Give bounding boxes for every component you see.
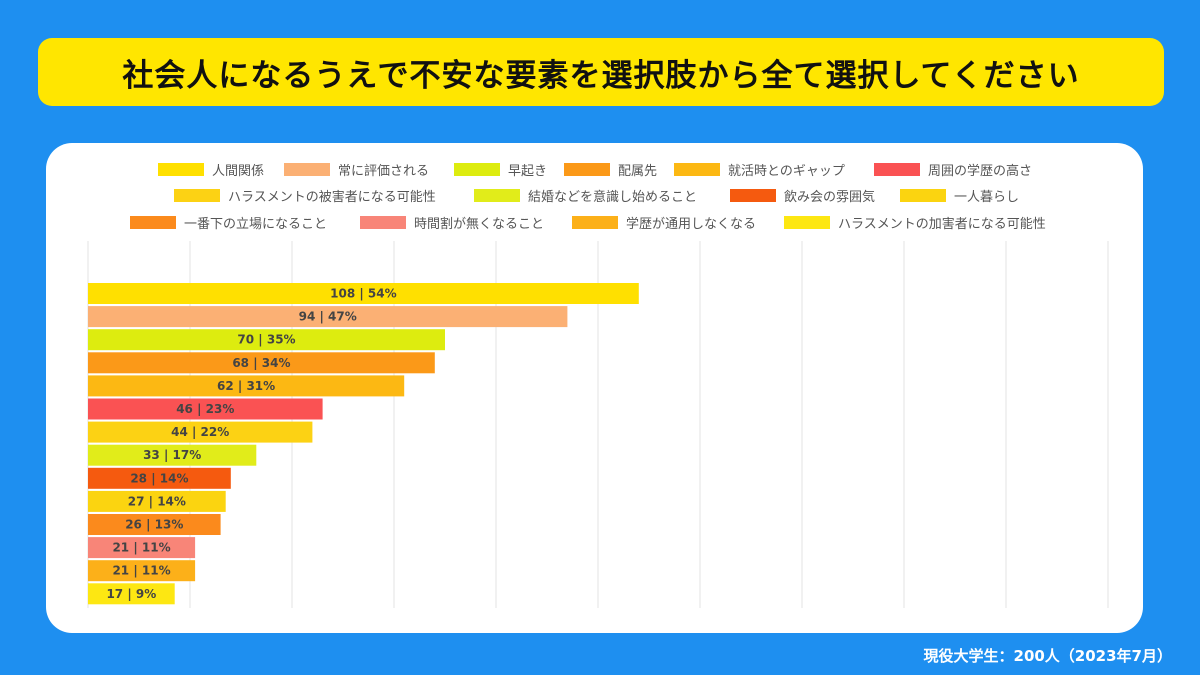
legend-label-1: 常に評価される (338, 163, 430, 179)
bar-label-11: 21 | 11% (112, 541, 170, 555)
bar-label-7: 33 | 17% (143, 448, 201, 462)
bar-label-12: 21 | 11% (112, 564, 170, 578)
legend-label-13: ハラスメントの加害者になる可能性 (838, 216, 1046, 232)
legend-swatch-4 (674, 162, 720, 176)
bar-9 (88, 490, 226, 512)
legend-swatch-3 (564, 162, 610, 176)
bar-label-8: 28 | 14% (130, 471, 188, 485)
legend-label-5: 周囲の学歴の高さ (928, 163, 1033, 179)
bar-11 (88, 537, 196, 559)
bar-3 (88, 352, 435, 374)
legend-item-10: 一番下の立場になること (130, 213, 328, 232)
legend-label-11: 時間割が無くなること (414, 216, 545, 232)
legend-swatch-11 (360, 215, 406, 229)
bar-label-2: 70 | 35% (237, 333, 295, 347)
legend-label-3: 配属先 (618, 163, 658, 179)
bar-8 (88, 467, 231, 489)
legend-swatch-12 (572, 215, 618, 229)
bar-label-1: 94 | 47% (299, 310, 357, 324)
bar-7 (88, 444, 257, 466)
chart-title: 社会人になるうえで不安な要素を選択肢から全て選択してください (122, 57, 1080, 94)
legend-swatch-8 (730, 188, 776, 202)
bar-10 (88, 514, 221, 535)
bar-12 (88, 560, 196, 582)
bar-label-0: 108 | 54% (330, 287, 397, 301)
bar-plot: 108 | 54% 94 | 47% 70 | 35% 68 | 34% 62 | 31… (87, 241, 1109, 608)
legend-item-0: 人間関係 (158, 160, 265, 179)
bar-label-3: 68 | 34% (232, 356, 290, 370)
sample-note: 現役大学生：200人（2023年7月） (923, 647, 1173, 665)
bar-13 (88, 583, 175, 605)
bar-label-9: 27 | 14% (128, 494, 186, 508)
bar-0 (88, 283, 639, 304)
legend-swatch-9 (900, 188, 946, 202)
bar-label-4: 62 | 31% (217, 379, 275, 393)
legend-label-6: ハラスメントの被害者になる可能性 (228, 189, 436, 205)
legend-swatch-13 (784, 215, 830, 229)
legend-label-10: 一番下の立場になること (184, 216, 328, 232)
legend-label-0: 人間関係 (212, 163, 265, 179)
legend-label-2: 早起き (508, 163, 548, 179)
legend-swatch-0 (158, 162, 204, 176)
legend-item-6: ハラスメントの被害者になる可能性 (174, 186, 436, 205)
bar-1 (88, 306, 568, 328)
legend-swatch-7 (474, 188, 520, 202)
legend-swatch-1 (284, 162, 330, 176)
legend-row-2: ハラスメントの被害者になる可能性 結婚などを意識し始めること 飲み会の雰囲気 一… (46, 186, 1143, 205)
legend-swatch-2 (454, 162, 500, 176)
legend-item-1: 常に評価される (284, 160, 430, 179)
legend-row-3: 一番下の立場になること 時間割が無くなること 学歴が通用しなくなる ハラスメント… (46, 213, 1143, 232)
legend-item-2: 早起き (454, 160, 548, 179)
legend-item-8: 飲み会の雰囲気 (730, 186, 876, 205)
bar-6 (88, 421, 313, 443)
legend-swatch-5 (874, 162, 920, 176)
legend-swatch-10 (130, 215, 176, 229)
bar-label-6: 44 | 22% (171, 425, 229, 439)
bar-label-13: 17 | 9% (106, 587, 156, 601)
legend-label-8: 飲み会の雰囲気 (784, 189, 876, 205)
legend-row-1: 人間関係 常に評価される 早起き 配属先 就活時とのギャップ 周囲の学歴の高さ (46, 160, 1143, 179)
legend-item-12: 学歴が通用しなくなる (572, 213, 757, 232)
legend-label-9: 一人暮らし (954, 189, 1020, 205)
title-banner: 社会人になるうえで不安な要素を選択肢から全て選択してください (38, 38, 1164, 106)
bar-label-5: 46 | 23% (176, 402, 234, 416)
bar-2 (88, 329, 445, 351)
chart-card: 人間関係 常に評価される 早起き 配属先 就活時とのギャップ 周囲の学歴の高さ … (46, 143, 1143, 633)
legend-label-12: 学歴が通用しなくなる (626, 216, 757, 232)
legend-item-13: ハラスメントの加害者になる可能性 (784, 213, 1046, 232)
legend-item-3: 配属先 (564, 160, 658, 179)
legend-swatch-6 (174, 188, 220, 202)
bar-4 (88, 375, 405, 397)
legend-item-11: 時間割が無くなること (360, 213, 545, 232)
legend-item-7: 結婚などを意識し始めること (474, 186, 698, 205)
bar-5 (88, 398, 323, 420)
legend-label-7: 結婚などを意識し始めること (528, 189, 698, 205)
legend-item-4: 就活時とのギャップ (674, 160, 845, 179)
legend-label-4: 就活時とのギャップ (728, 163, 845, 179)
legend-item-9: 一人暮らし (900, 186, 1020, 205)
legend-item-5: 周囲の学歴の高さ (874, 160, 1033, 179)
bar-label-10: 26 | 13% (125, 518, 183, 532)
